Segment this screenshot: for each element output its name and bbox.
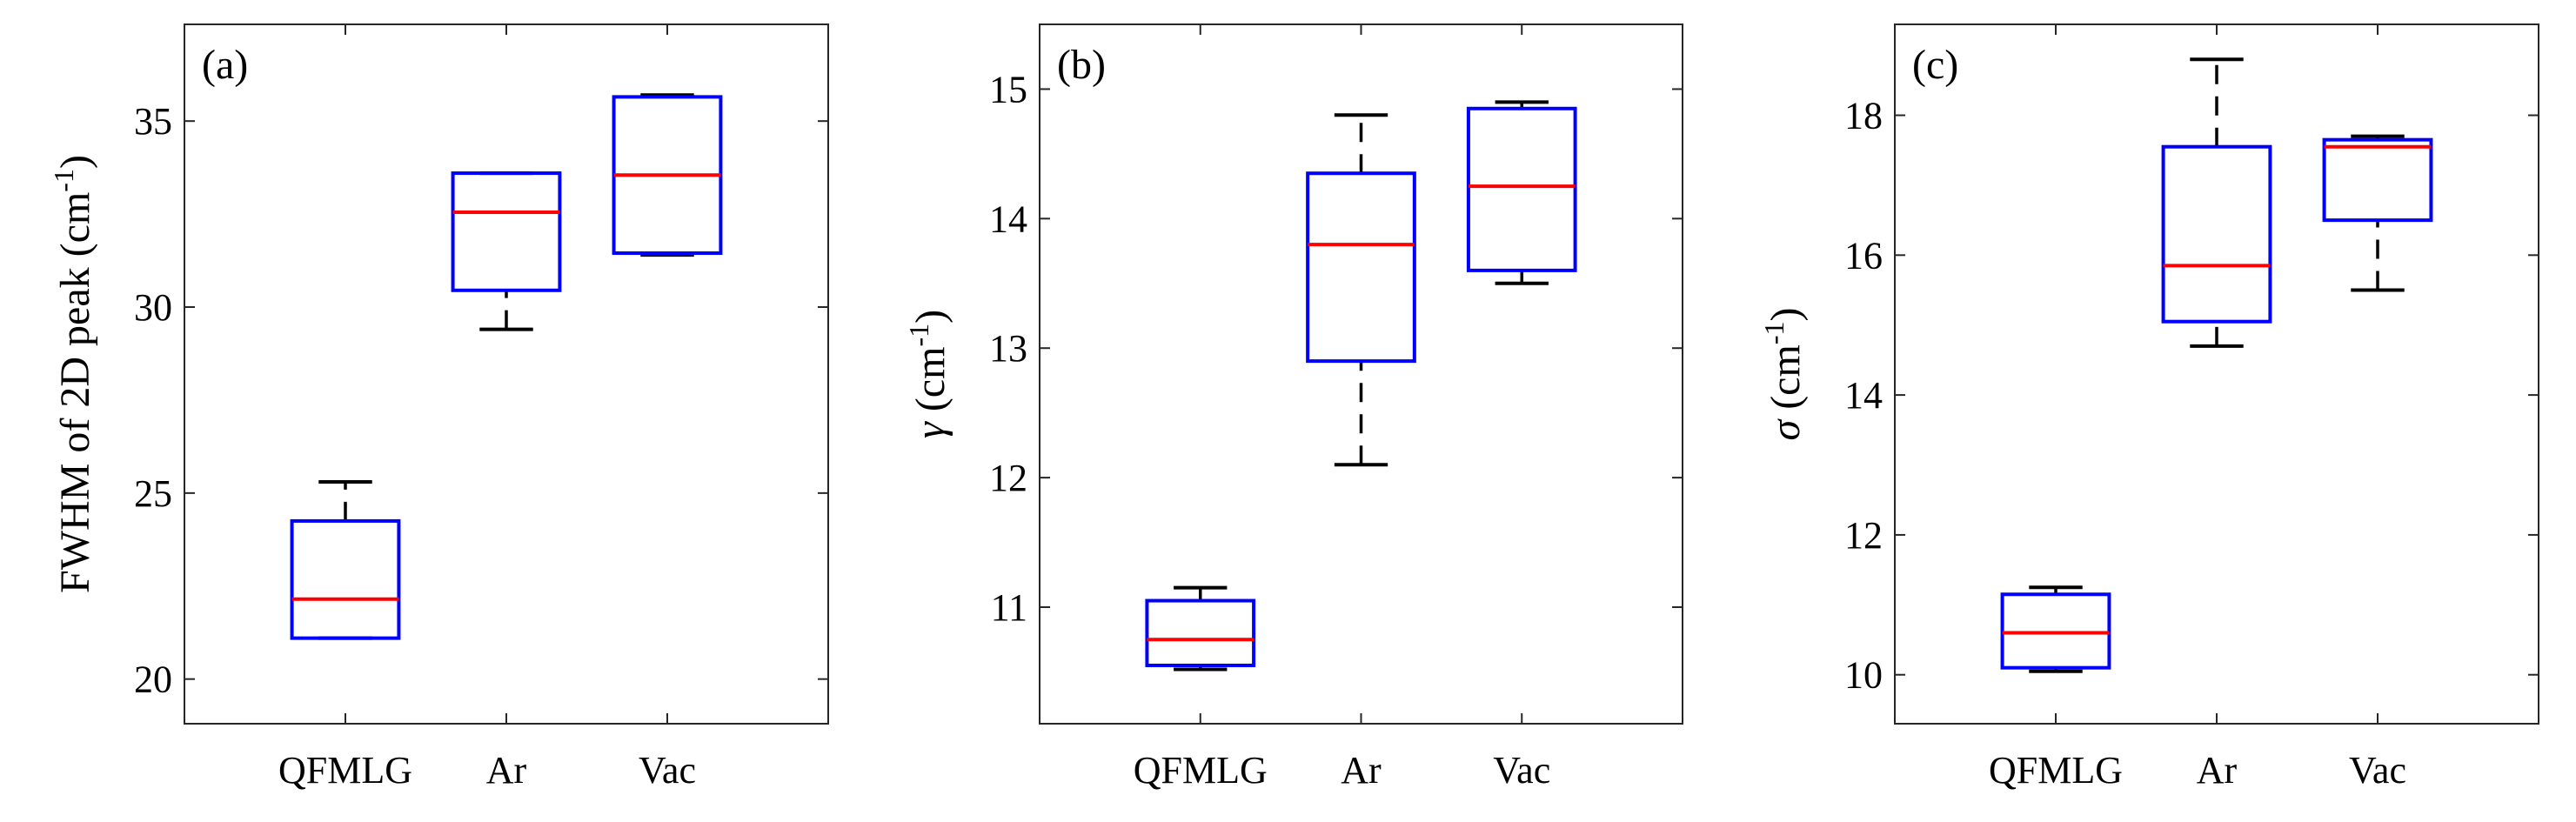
x-tick-label: QFMLG	[1989, 749, 2123, 792]
y-axis-label: γ (cm-1)	[903, 310, 953, 438]
y-tick-label: 35	[134, 100, 172, 143]
y-axis-symbol: γ	[907, 421, 953, 438]
y-tick-label: 11	[991, 586, 1027, 629]
box-ar	[2161, 57, 2272, 348]
y-axis-text: (cm	[907, 347, 953, 423]
y-tick-label: 14	[989, 197, 1027, 240]
box-ar	[451, 171, 562, 331]
x-tick-label: Vac	[1493, 749, 1550, 792]
iqr-box	[290, 518, 401, 640]
y-tick-label: 12	[989, 457, 1027, 499]
y-tick-label: 15	[989, 68, 1027, 110]
x-tick-label: Ar	[486, 749, 527, 792]
iqr-box	[2161, 144, 2272, 324]
y-tick-label: 10	[1844, 654, 1883, 697]
y-axis-label: σ (cm-1)	[1758, 308, 1809, 441]
y-tick-label: 16	[1844, 234, 1883, 277]
panel-label: (a)	[202, 42, 248, 88]
panel-2: 11 12 13 14 15 QFMLG Ar Vac (b) γ (cm-1)	[903, 23, 1683, 792]
iqr-box	[2000, 592, 2111, 670]
y-tick-label: 14	[1844, 374, 1883, 417]
y-axis-symbol: σ	[1763, 418, 1809, 440]
y-tick-label: 25	[134, 472, 172, 515]
y-axis-unit-exponent: -1	[48, 169, 79, 192]
iqr-box	[2322, 137, 2433, 223]
box-vac	[612, 93, 723, 257]
y-axis-unit-exponent: -1	[903, 324, 934, 347]
box-ar	[1306, 113, 1416, 467]
y-axis-close: )	[52, 155, 98, 169]
plot-frame	[184, 23, 829, 725]
box-vac	[1466, 100, 1577, 285]
y-tick-label: 13	[989, 327, 1027, 370]
y-tick-label: 12	[1844, 514, 1883, 557]
y-tick-label: 30	[134, 286, 172, 329]
x-tick-label: QFMLG	[1134, 749, 1268, 792]
box-vac	[2322, 134, 2433, 292]
x-tick-label: Vac	[639, 749, 696, 792]
y-axis-text: (cm	[1763, 344, 1809, 420]
y-axis-unit-exponent: -1	[1758, 322, 1790, 345]
y-axis-text: FWHM of 2D peak (cm	[52, 192, 98, 593]
box-qfmlg	[1145, 585, 1256, 672]
box-qfmlg	[2000, 585, 2111, 673]
panel-3: 10 12 14 16 18 QFMLG Ar Vac (c) σ (cm-1)	[1758, 23, 2539, 792]
y-axis-close: )	[907, 310, 953, 324]
x-tick-label: Ar	[2197, 749, 2238, 792]
panel-1: 20 25 30 35 QFMLG Ar Vac (a) FWHM of 2D peak (cm…	[48, 23, 829, 792]
iqr-box	[1145, 598, 1256, 667]
box-qfmlg	[290, 480, 401, 640]
y-tick-label: 20	[134, 658, 172, 701]
iqr-box	[1466, 106, 1577, 272]
y-axis-label: FWHM of 2D peak (cm-1)	[48, 155, 98, 593]
y-tick-label: 18	[1844, 95, 1883, 137]
y-axis-close: )	[1763, 308, 1809, 322]
panel-label: (b)	[1057, 42, 1106, 88]
x-tick-label: QFMLG	[278, 749, 412, 792]
iqr-box	[1306, 171, 1416, 364]
x-tick-label: Ar	[1341, 749, 1382, 792]
x-tick-label: Vac	[2349, 749, 2406, 792]
iqr-box	[451, 171, 562, 292]
panel-label: (c)	[1912, 42, 1958, 88]
